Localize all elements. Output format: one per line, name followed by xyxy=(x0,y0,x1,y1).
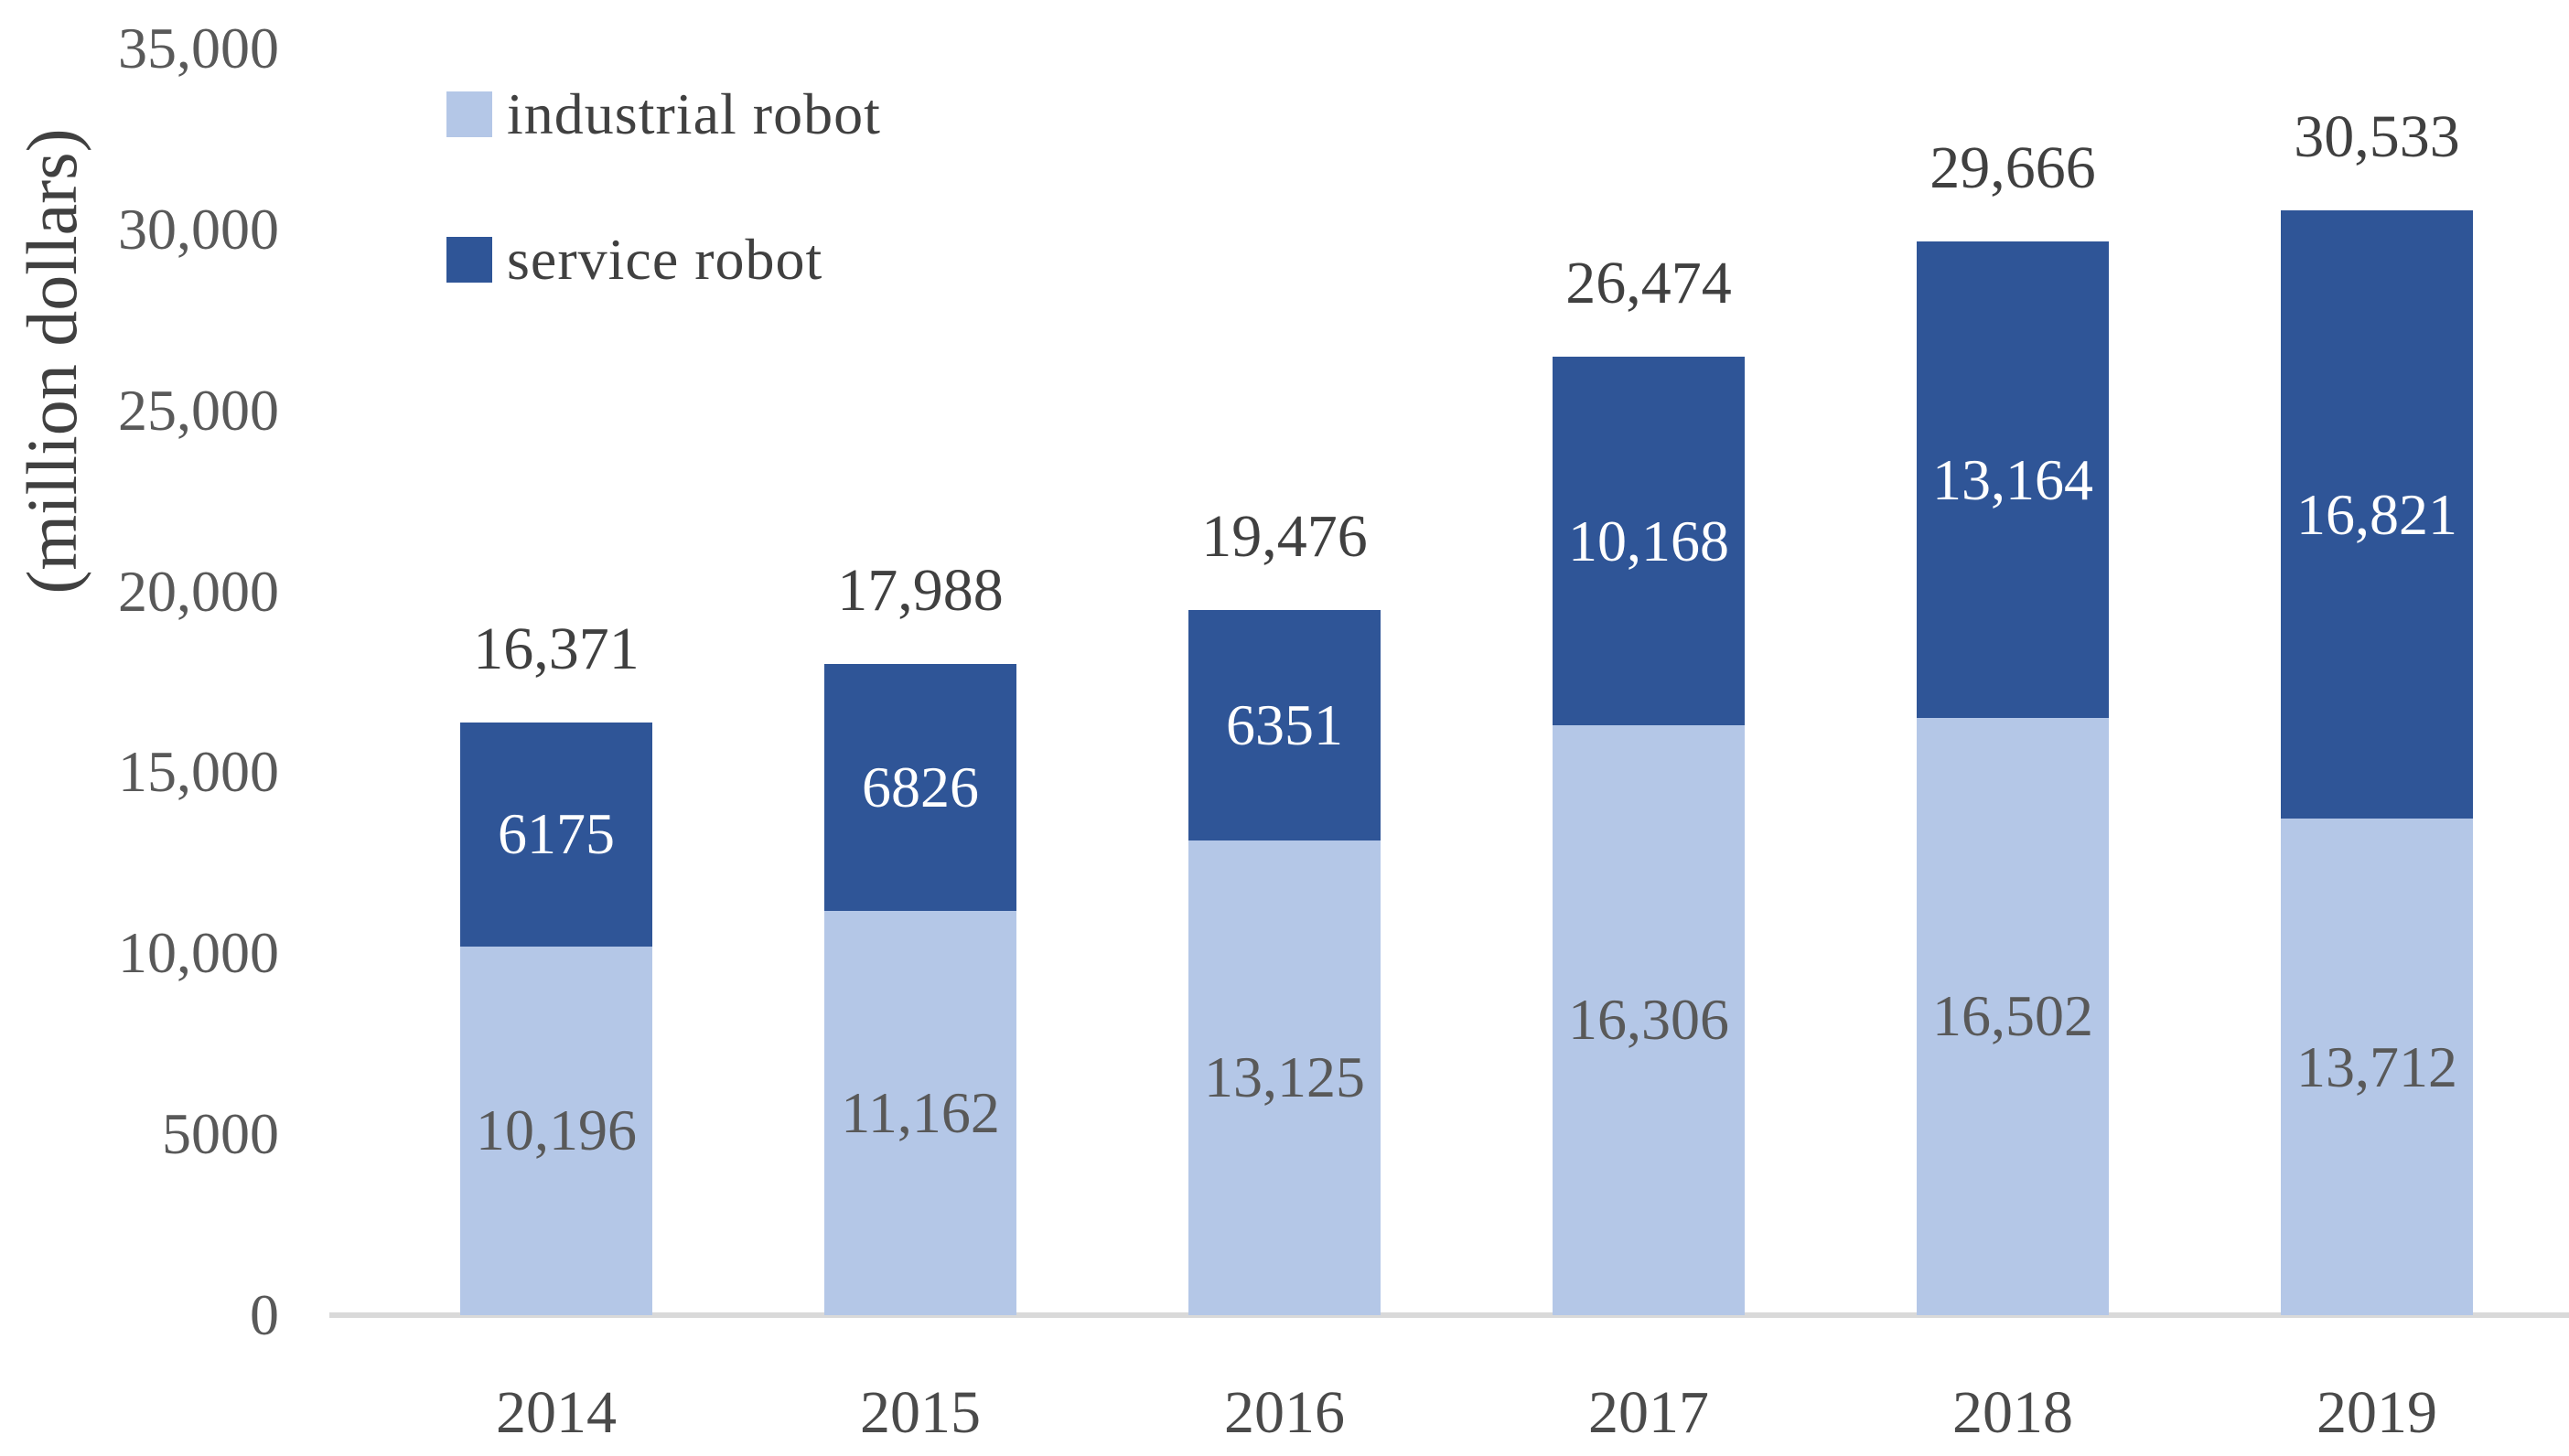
service-segment-2014-value-label: 6175 xyxy=(498,801,615,867)
legend-swatch-industrial-robot xyxy=(446,91,492,137)
service-segment-2017: 10,168 xyxy=(1553,357,1745,725)
y-tick-30000: 30,000 xyxy=(118,196,279,262)
x-axis-label-2018: 2018 xyxy=(1952,1379,2073,1446)
service-segment-2014: 6175 xyxy=(460,723,652,947)
y-tick-10000: 10,000 xyxy=(118,920,279,986)
total-label-2015: 17,988 xyxy=(837,557,1004,625)
total-label-2017: 26,474 xyxy=(1565,250,1732,317)
service-segment-2016-value-label: 6351 xyxy=(1226,691,1343,757)
industrial-segment-2019: 13,712 xyxy=(2281,819,2473,1315)
y-tick-0: 0 xyxy=(250,1282,279,1347)
total-label-2018: 29,666 xyxy=(1929,134,2096,202)
service-segment-2015: 6826 xyxy=(824,664,1016,912)
service-segment-2018: 13,164 xyxy=(1917,241,2109,718)
x-axis-label-2016: 2016 xyxy=(1224,1379,1345,1446)
industrial-segment-2015: 11,162 xyxy=(824,911,1016,1315)
service-segment-2015-value-label: 6826 xyxy=(862,755,979,820)
legend-item-industrial-robot: industrial robot xyxy=(446,80,881,148)
x-axis-line xyxy=(329,1312,2569,1318)
industrial-segment-2015-value-label: 11,162 xyxy=(841,1080,1000,1146)
service-segment-2017-value-label: 10,168 xyxy=(1568,508,1729,573)
legend-label-industrial-robot: industrial robot xyxy=(507,81,881,146)
service-segment-2016: 6351 xyxy=(1188,610,1381,840)
x-axis-label-2015: 2015 xyxy=(860,1379,981,1446)
legend-item-service-robot: service robot xyxy=(446,226,822,294)
industrial-segment-2014: 10,196 xyxy=(460,946,652,1315)
industrial-segment-2018-value-label: 16,502 xyxy=(1932,983,2093,1049)
legend-swatch-service-robot xyxy=(446,237,492,283)
industrial-segment-2016-value-label: 13,125 xyxy=(1204,1044,1365,1110)
total-label-2016: 19,476 xyxy=(1201,503,1368,571)
legend-label-service-robot: service robot xyxy=(507,227,823,292)
service-segment-2018-value-label: 13,164 xyxy=(1932,446,2093,512)
service-segment-2019: 16,821 xyxy=(2281,209,2473,819)
y-tick-20000: 20,000 xyxy=(118,558,279,624)
total-label-2019: 30,533 xyxy=(2294,102,2460,170)
industrial-segment-2014-value-label: 10,196 xyxy=(476,1097,637,1163)
industrial-segment-2018: 16,502 xyxy=(1917,717,2109,1315)
y-tick-5000: 5000 xyxy=(162,1101,279,1167)
industrial-segment-2017-value-label: 16,306 xyxy=(1568,987,1729,1053)
y-tick-25000: 25,000 xyxy=(118,377,279,443)
x-axis-label-2014: 2014 xyxy=(496,1379,617,1446)
x-axis-label-2017: 2017 xyxy=(1588,1379,1709,1446)
total-label-2014: 16,371 xyxy=(473,616,640,683)
industrial-segment-2016: 13,125 xyxy=(1188,840,1381,1315)
service-segment-2019-value-label: 16,821 xyxy=(2296,481,2457,547)
y-tick-15000: 15,000 xyxy=(118,739,279,805)
industrial-segment-2019-value-label: 13,712 xyxy=(2296,1033,2457,1099)
x-axis-label-2019: 2019 xyxy=(2316,1379,2437,1446)
industrial-segment-2017: 16,306 xyxy=(1553,724,1745,1315)
y-tick-35000: 35,000 xyxy=(118,16,279,80)
